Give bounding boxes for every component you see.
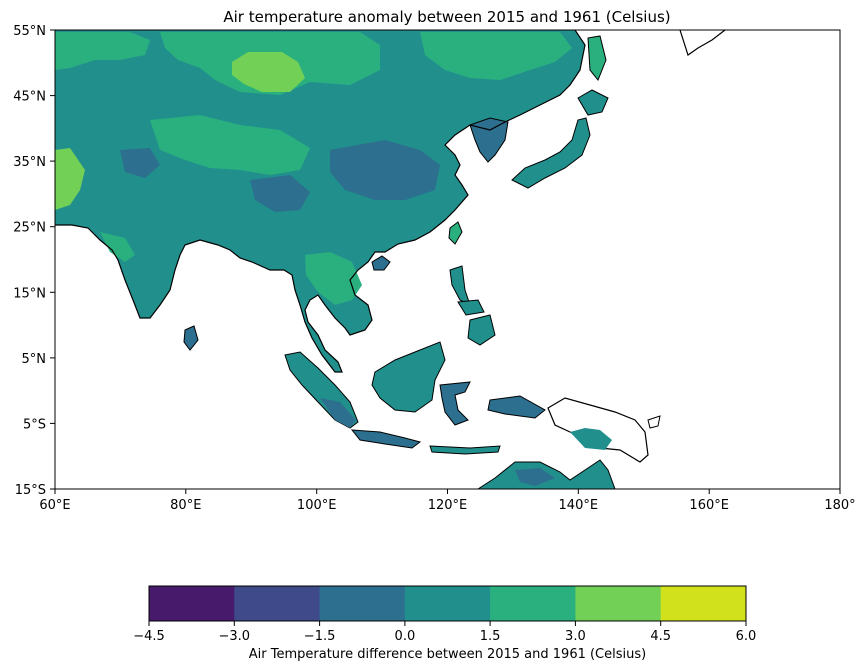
region-northwest-warm <box>55 32 150 70</box>
sakhalin <box>587 35 607 81</box>
colorbar-segment <box>404 586 491 621</box>
colorbar-ticks <box>148 621 747 626</box>
lat-axis: 55°N 45°N 35°N 25°N 15°N 5°N 5°S 15°S <box>13 24 55 498</box>
lon-tick-label: 120°E <box>428 498 468 513</box>
lat-tick-label: 15°S <box>15 483 46 498</box>
lon-tick-label: 140°E <box>559 498 599 513</box>
region-south-cool <box>250 175 310 212</box>
kamchatka-outline <box>679 30 726 56</box>
borneo <box>371 341 446 413</box>
colorbar-tick-label: −4.5 <box>133 629 165 644</box>
pacific-islands-outline <box>647 415 661 429</box>
sumatra-south-cool <box>320 398 356 428</box>
colorbar-frame <box>148 585 747 622</box>
lat-tick-label: 15°N <box>13 286 46 301</box>
colorbar-segment <box>575 586 662 621</box>
map-title: Air temperature anomaly between 2015 and… <box>223 8 670 26</box>
colorbar-tick-label: −1.5 <box>304 629 336 644</box>
lon-tick-label: 60°E <box>39 498 70 513</box>
korea <box>469 117 509 163</box>
colorbar-tick-label: 0.0 <box>395 629 416 644</box>
lat-tick-label: 5°S <box>23 417 46 432</box>
lesser-sunda <box>429 445 501 455</box>
colorbar-tick-label: −3.0 <box>219 629 251 644</box>
taiwan <box>448 221 463 245</box>
lon-tick-label: 160°E <box>689 498 729 513</box>
region-tibet-warm <box>150 115 310 175</box>
hainan <box>371 255 391 271</box>
lat-tick-label: 25°N <box>13 221 46 236</box>
lon-tick-label: 100°E <box>297 498 337 513</box>
colorbar-tick-label: 1.5 <box>480 629 501 644</box>
lon-tick-label: 180° <box>824 498 855 513</box>
sulawesi <box>439 381 471 426</box>
maluku <box>487 395 546 419</box>
japan-honshu <box>511 117 591 189</box>
australia-north-cool <box>515 468 555 486</box>
colorbar-tick-label: 6.0 <box>736 629 757 644</box>
sri-lanka <box>183 325 199 351</box>
japan-hokkaido <box>577 89 609 116</box>
region-west-cool <box>120 148 160 178</box>
lat-tick-label: 45°N <box>13 90 46 105</box>
colorbar-segments <box>149 586 747 621</box>
region-west-hot <box>55 148 85 210</box>
region-india-warm <box>100 232 135 262</box>
philippines-mindanao <box>467 314 496 346</box>
map-area <box>55 30 840 489</box>
lat-tick-label: 5°N <box>22 352 47 367</box>
mainland-coastline <box>55 30 586 373</box>
region-indochina-warm <box>305 252 362 305</box>
philippines-visayas <box>457 299 485 316</box>
new-guinea-data <box>570 428 612 450</box>
lon-axis: 60°E 80°E 100°E 120°E 140°E 160°E 180° <box>39 489 856 513</box>
colorbar-segment <box>660 586 747 621</box>
colorbar: −4.5 −3.0 −1.5 0.0 1.5 3.0 4.5 6.0 Air T… <box>133 585 757 662</box>
java <box>350 429 422 449</box>
region-northeast-warm <box>420 32 572 80</box>
lon-tick-label: 80°E <box>170 498 201 513</box>
colorbar-segment <box>234 586 321 621</box>
colorbar-tick-label: 4.5 <box>650 629 671 644</box>
lat-tick-label: 35°N <box>13 155 46 170</box>
colorbar-segment <box>319 586 406 621</box>
colorbar-label: Air Temperature difference between 2015 … <box>249 647 646 662</box>
lat-tick-label: 55°N <box>13 24 46 39</box>
colorbar-segment <box>149 586 235 621</box>
mainland-asia <box>55 30 585 372</box>
colorbar-tick-label: 3.0 <box>565 629 586 644</box>
region-mongolia-hot <box>232 52 305 92</box>
region-central-cool <box>330 140 440 200</box>
colorbar-segment <box>490 586 576 621</box>
